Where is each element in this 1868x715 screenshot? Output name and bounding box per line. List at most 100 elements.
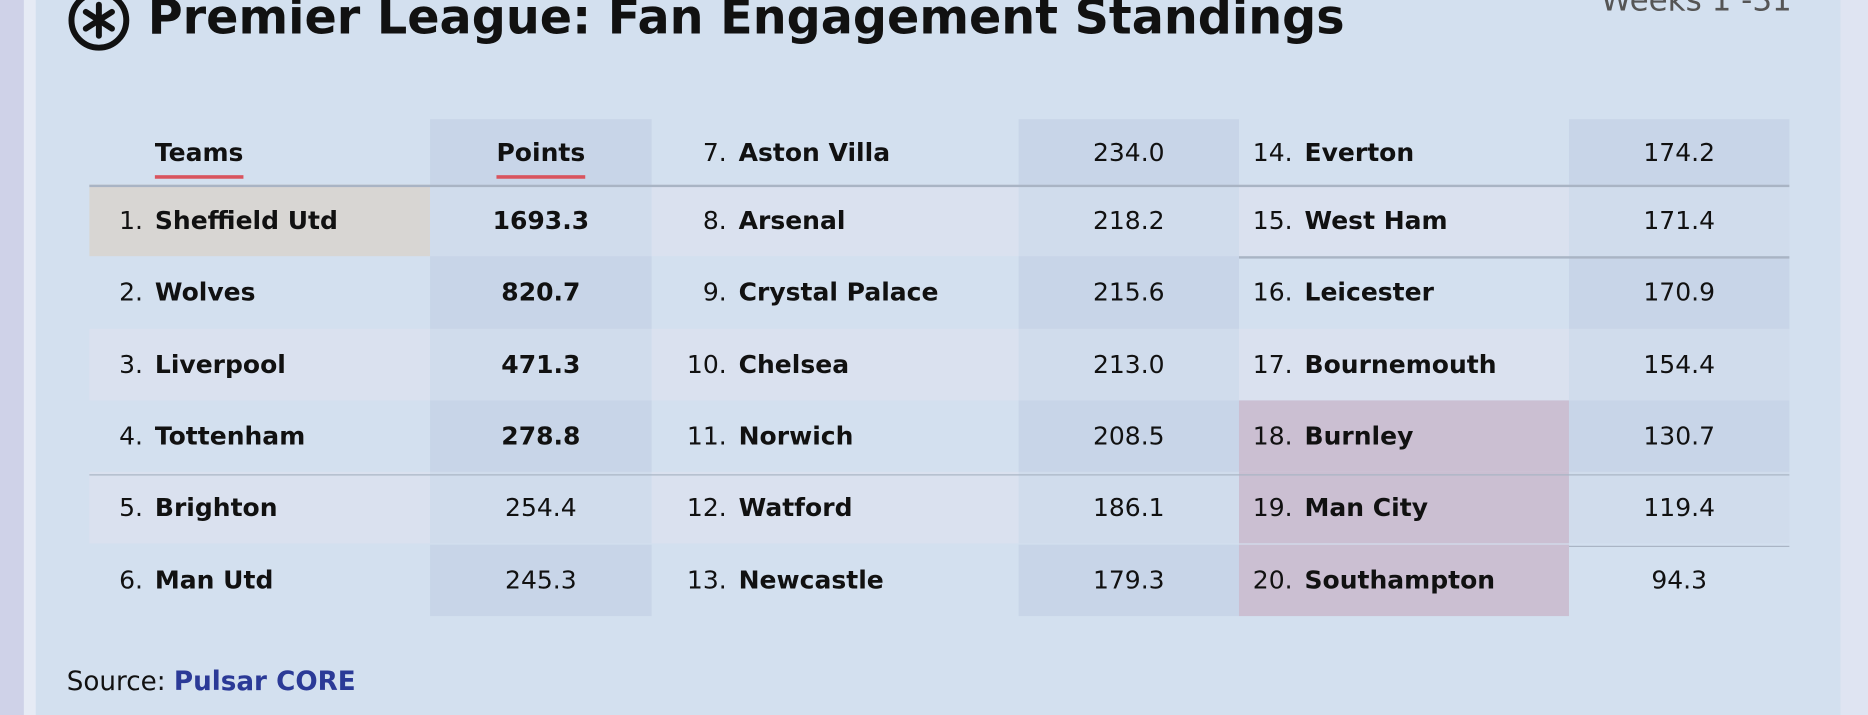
rank: 15. (1252, 206, 1293, 235)
source-link[interactable]: Pulsar CORE (173, 667, 356, 698)
rank: 14. (1252, 137, 1293, 167)
points-bg (430, 256, 652, 329)
points-bg (1568, 119, 1790, 185)
row-bg (89, 184, 431, 257)
points: 186.1 (1092, 493, 1165, 523)
period: Weeks 1 -31 (1600, 0, 1792, 20)
team-name: Southampton (1304, 565, 1496, 595)
row-bg (1238, 400, 1569, 473)
team-name: Liverpool (154, 350, 286, 379)
team-name: Aston Villa (738, 137, 891, 167)
points-bg (430, 472, 652, 544)
points: 278.8 (501, 421, 581, 451)
team-name: Crystal Palace (738, 278, 939, 307)
points-bg (1018, 119, 1239, 185)
row-bg (89, 328, 431, 401)
points: 218.2 (1092, 206, 1165, 235)
points: 213.0 (1092, 350, 1165, 379)
points: 1693.3 (492, 206, 590, 235)
row-bg (651, 184, 1019, 257)
points: 820.7 (501, 278, 581, 307)
points-bg (1568, 472, 1790, 544)
row-bg (1238, 328, 1569, 401)
side-strip (0, 0, 24, 715)
points: 174.2 (1643, 137, 1715, 167)
points: 179.3 (1092, 565, 1165, 595)
points: 170.9 (1643, 278, 1715, 307)
rank: 13. (686, 565, 727, 595)
points-bg (1018, 472, 1239, 544)
team-name: Watford (738, 493, 853, 523)
rank: 5. (119, 493, 143, 523)
points-bg (1568, 184, 1790, 257)
points-bg (1018, 400, 1239, 473)
row-divider (89, 184, 1790, 187)
team-name: Burnley (1304, 421, 1414, 451)
points: 154.4 (1643, 350, 1715, 379)
logo-icon (68, 0, 130, 51)
points-bg (1568, 400, 1790, 473)
rank: 8. (702, 206, 727, 235)
team-name: Arsenal (738, 206, 846, 235)
points-bg (430, 400, 652, 473)
column-header: Teams (154, 137, 244, 167)
points-bg (430, 543, 652, 616)
row-divider (1568, 545, 1790, 548)
team-name: Wolves (154, 278, 256, 307)
source-label: Source: (66, 667, 166, 698)
row-bg (1238, 184, 1569, 257)
row-divider (89, 473, 1790, 476)
points: 471.3 (501, 350, 581, 379)
team-name: Leicester (1304, 278, 1434, 307)
team-name: Norwich (738, 421, 854, 451)
side-strip (1840, 0, 1868, 715)
rank: 7. (702, 137, 727, 167)
points: 254.4 (505, 493, 577, 523)
title: Premier League: Fan Engagement Standings (147, 0, 1345, 46)
team-name: Newcastle (738, 565, 884, 595)
team-name: Tottenham (154, 421, 306, 451)
row-bg (1238, 472, 1569, 544)
rank: 2. (119, 278, 143, 307)
points-bg (1018, 543, 1239, 616)
team-name: Everton (1304, 137, 1415, 167)
team-name: Man City (1304, 493, 1429, 523)
row-divider (1238, 256, 1790, 259)
points-bg (430, 328, 652, 401)
rank: 10. (686, 350, 727, 379)
points: 119.4 (1643, 493, 1715, 523)
rank: 12. (686, 493, 727, 523)
points-bg (1018, 328, 1239, 401)
team-name: Sheffield Utd (154, 206, 338, 235)
row-bg (651, 472, 1019, 544)
rank: 17. (1252, 350, 1293, 379)
rank: 3. (119, 350, 143, 379)
points-bg (1568, 256, 1790, 329)
points: 215.6 (1092, 278, 1165, 307)
points: 245.3 (505, 565, 577, 595)
team-name: Chelsea (738, 350, 850, 379)
points-bg (430, 184, 652, 257)
row-bg (651, 328, 1019, 401)
points: 208.5 (1092, 421, 1165, 451)
rank: 6. (119, 565, 143, 595)
rank: 18. (1252, 421, 1293, 451)
rank: 16. (1252, 278, 1293, 307)
rank: 20. (1252, 565, 1293, 595)
team-name: Brighton (154, 493, 278, 523)
points: 171.4 (1643, 206, 1715, 235)
team-name: West Ham (1304, 206, 1448, 235)
rank: 9. (702, 278, 727, 307)
points: 94.3 (1651, 565, 1708, 595)
source: Source: Pulsar CORE (67, 667, 356, 697)
points-bg (1018, 184, 1239, 257)
team-name: Bournemouth (1304, 350, 1497, 379)
rank: 4. (119, 421, 143, 451)
row-bg (1238, 543, 1569, 616)
points-bg (1018, 256, 1239, 329)
rank: 19. (1252, 493, 1293, 523)
rank: 1. (119, 206, 143, 235)
points-bg (1568, 328, 1790, 401)
points: 234.0 (1092, 137, 1165, 167)
